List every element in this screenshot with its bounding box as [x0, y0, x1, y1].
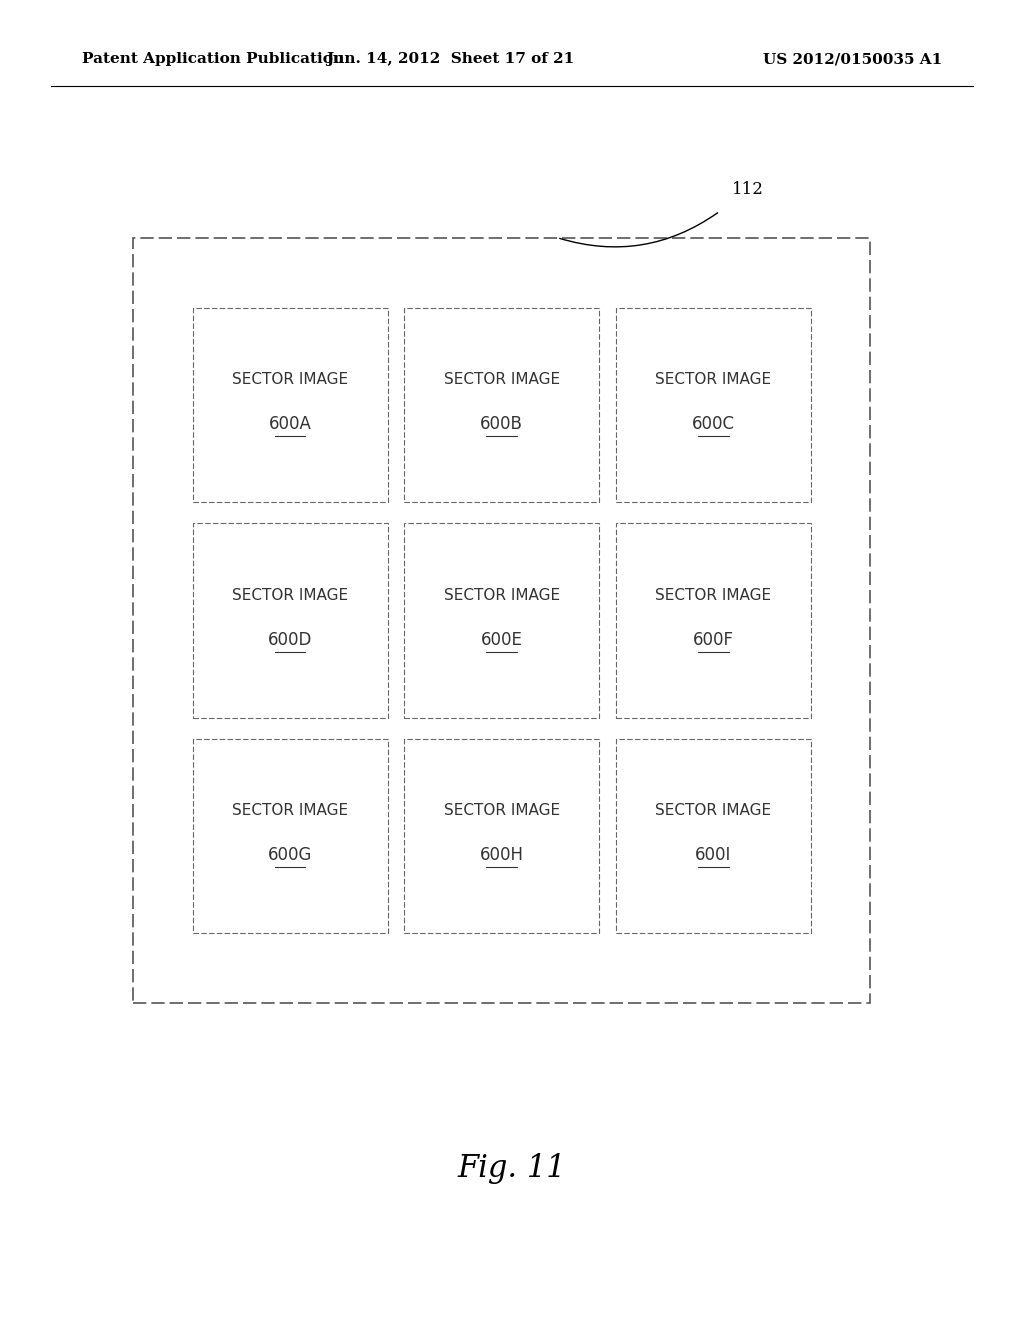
Bar	[404, 308, 599, 502]
Text: 600D: 600D	[268, 631, 312, 649]
Text: Jun. 14, 2012  Sheet 17 of 21: Jun. 14, 2012 Sheet 17 of 21	[327, 53, 574, 66]
Text: 600G: 600G	[268, 846, 312, 865]
Text: SECTOR IMAGE: SECTOR IMAGE	[655, 587, 771, 603]
Text: 600H: 600H	[480, 846, 523, 865]
Text: SECTOR IMAGE: SECTOR IMAGE	[232, 372, 348, 387]
Text: 600C: 600C	[692, 416, 735, 433]
Text: SECTOR IMAGE: SECTOR IMAGE	[443, 587, 560, 603]
Text: SECTOR IMAGE: SECTOR IMAGE	[443, 803, 560, 818]
Bar	[193, 308, 388, 502]
Text: 600B: 600B	[480, 416, 523, 433]
Text: SECTOR IMAGE: SECTOR IMAGE	[232, 803, 348, 818]
Text: US 2012/0150035 A1: US 2012/0150035 A1	[763, 53, 942, 66]
Text: 600A: 600A	[268, 416, 311, 433]
Text: 600E: 600E	[481, 631, 522, 649]
Bar	[404, 523, 599, 718]
Bar	[615, 739, 811, 933]
Text: 600I: 600I	[695, 846, 731, 865]
Bar	[193, 523, 388, 718]
Bar	[615, 308, 811, 502]
Bar	[133, 238, 870, 1003]
Text: 600F: 600F	[693, 631, 734, 649]
Text: Patent Application Publication: Patent Application Publication	[82, 53, 344, 66]
Text: SECTOR IMAGE: SECTOR IMAGE	[443, 372, 560, 387]
Text: Fig. 11: Fig. 11	[458, 1152, 566, 1184]
Bar	[193, 739, 388, 933]
Text: SECTOR IMAGE: SECTOR IMAGE	[655, 372, 771, 387]
Bar	[404, 739, 599, 933]
Text: SECTOR IMAGE: SECTOR IMAGE	[655, 803, 771, 818]
Bar	[615, 523, 811, 718]
Text: SECTOR IMAGE: SECTOR IMAGE	[232, 587, 348, 603]
Text: 112: 112	[732, 181, 764, 198]
